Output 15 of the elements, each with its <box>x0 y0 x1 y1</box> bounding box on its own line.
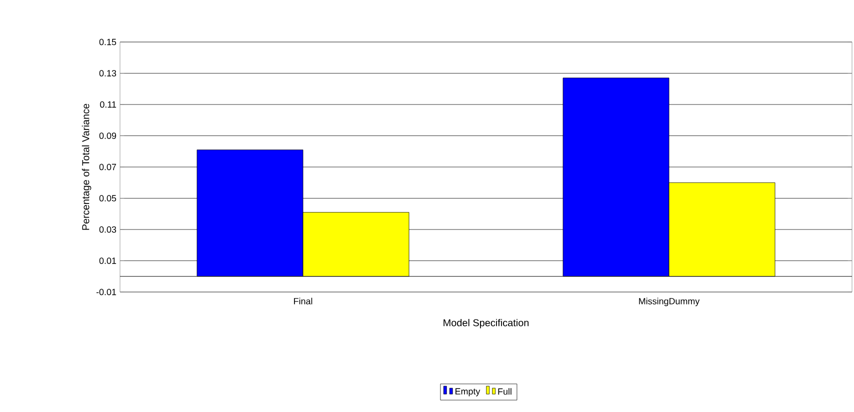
y-tick-label: 0.15 <box>99 38 116 46</box>
y-tick-label: -0.01 <box>96 288 116 296</box>
x-axis-title: Model Specification <box>444 318 529 328</box>
y-tick-label: 0.07 <box>99 164 116 170</box>
x-tick-label: MissingDummy <box>639 298 700 306</box>
y-tick-label: 0.03 <box>99 226 116 233</box>
y-axis-title: Percentage of Total Variance <box>82 104 92 230</box>
y-tick-label: 0.13 <box>99 70 116 76</box>
x-tick-label: Final <box>294 298 312 304</box>
y-tick-label: 0.09 <box>99 132 116 139</box>
legend-label: Empty <box>456 388 480 396</box>
legend-label: Full <box>498 388 512 395</box>
y-tick-label: 0.05 <box>99 195 116 202</box>
y-tick-label: 0.01 <box>99 258 116 264</box>
y-tick-label: 0.11 <box>100 101 116 108</box>
